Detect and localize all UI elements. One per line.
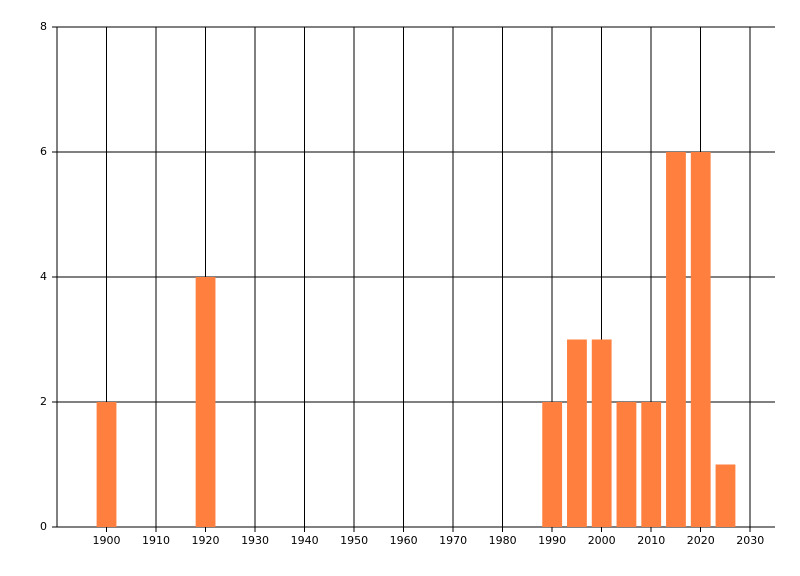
x-tick-label: 1930 — [241, 534, 269, 547]
y-tick-label: 8 — [40, 20, 47, 33]
x-tick-label: 1920 — [192, 534, 220, 547]
x-tick-label: 2000 — [588, 534, 616, 547]
x-tick-label: 2020 — [687, 534, 715, 547]
x-tick-label: 1980 — [489, 534, 517, 547]
bar — [591, 339, 612, 527]
bar — [641, 402, 662, 527]
bar — [690, 152, 711, 527]
y-tick-label: 6 — [40, 145, 47, 158]
x-tick-label: 2010 — [637, 534, 665, 547]
bar — [96, 402, 117, 527]
bar — [666, 152, 686, 527]
x-tick-label: 2030 — [736, 534, 764, 547]
x-tick-label: 1970 — [439, 534, 467, 547]
y-tick-label: 2 — [40, 395, 47, 408]
x-tick-label: 1990 — [538, 534, 566, 547]
x-tick-label: 1900 — [93, 534, 121, 547]
bar — [715, 464, 736, 527]
bar — [567, 339, 587, 527]
bar — [195, 277, 216, 527]
x-tick-label: 1960 — [390, 534, 418, 547]
y-tick-label: 0 — [40, 520, 47, 533]
x-tick-label: 1950 — [340, 534, 368, 547]
x-tick-label: 1940 — [291, 534, 319, 547]
bar — [616, 402, 637, 527]
bar — [542, 402, 563, 527]
x-tick-label: 1910 — [142, 534, 170, 547]
y-tick-label: 4 — [40, 270, 47, 283]
